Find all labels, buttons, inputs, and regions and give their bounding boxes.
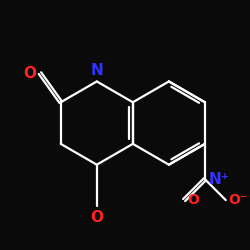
Text: O: O	[90, 210, 103, 225]
Text: O⁻: O⁻	[229, 193, 248, 207]
Text: N: N	[90, 62, 103, 78]
Text: N⁺: N⁺	[209, 172, 230, 187]
Text: O: O	[23, 66, 36, 80]
Text: O: O	[187, 193, 199, 207]
